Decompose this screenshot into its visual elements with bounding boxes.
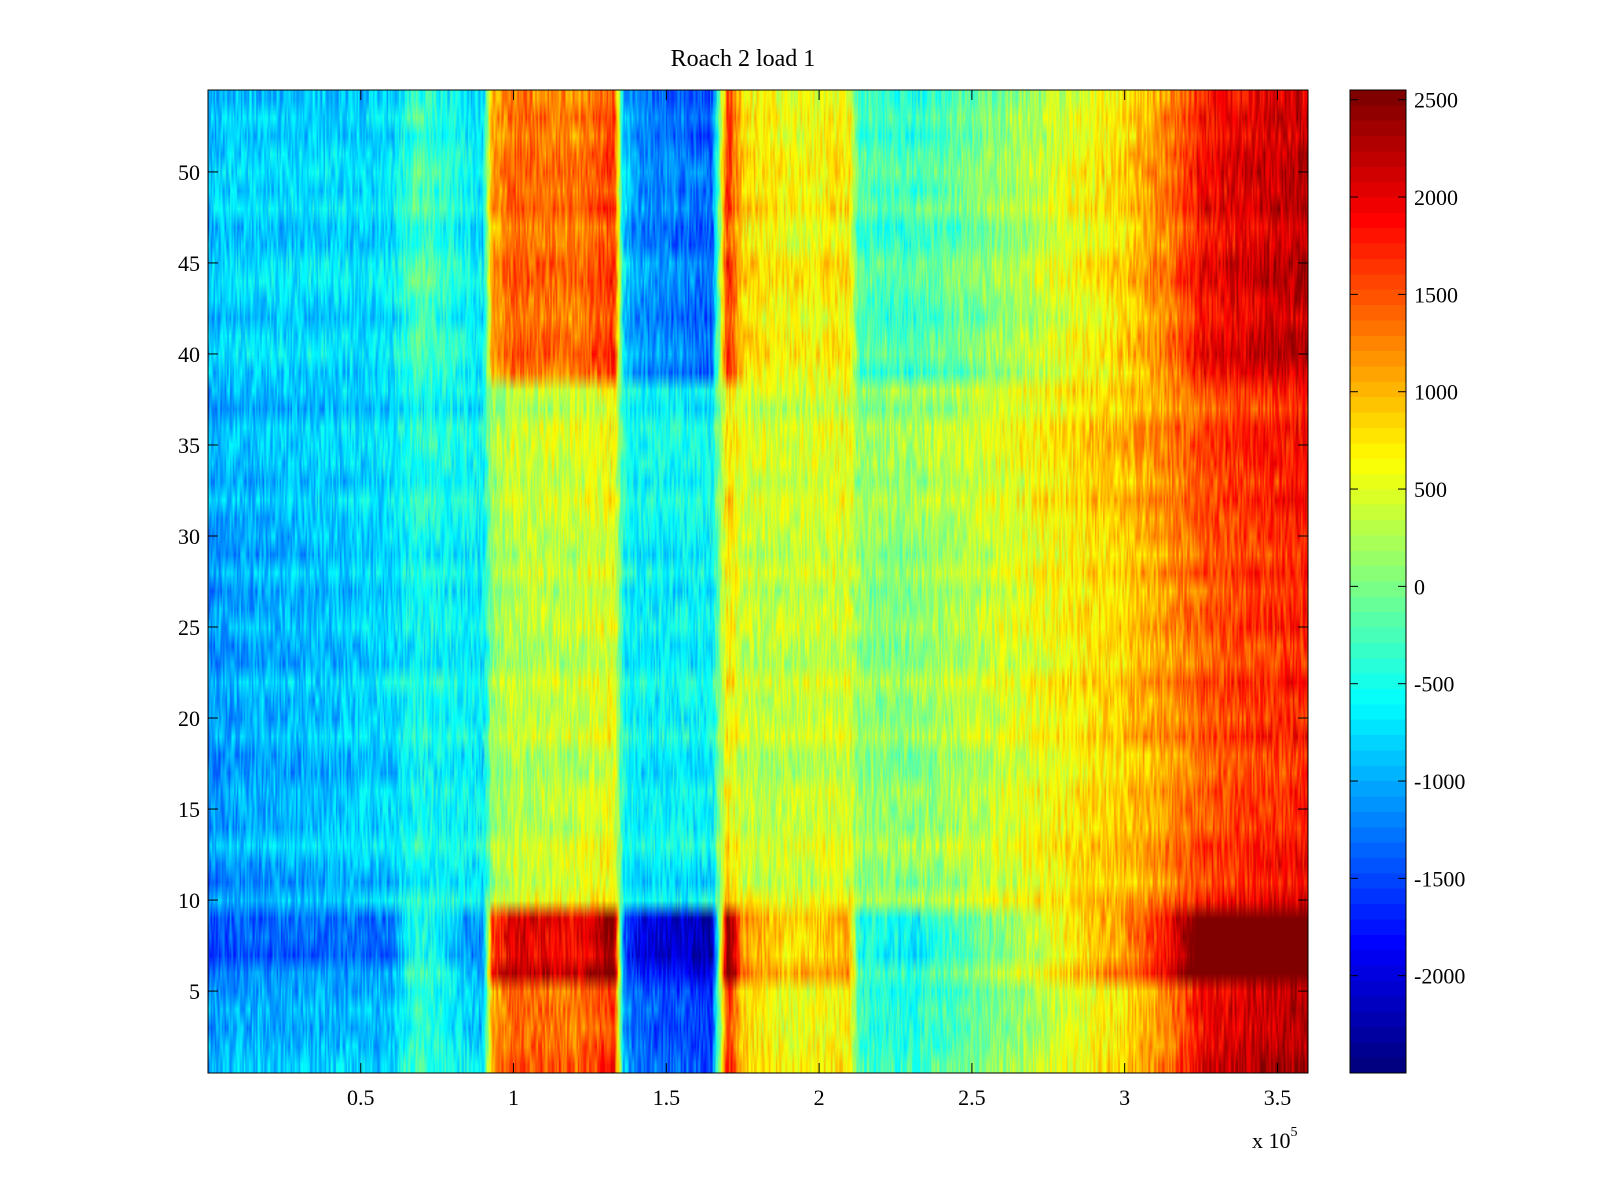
x-tick-label: 1 xyxy=(508,1085,519,1110)
y-tick-label: 15 xyxy=(178,797,200,822)
x-axis: 0.5 1 1.5 2 2.5 3 3.5 xyxy=(347,90,1291,1110)
y-tick-label: 10 xyxy=(178,888,200,913)
colorbar-tick-label: -1000 xyxy=(1414,769,1465,794)
heatmap-plot-area: 0.5 1 1.5 2 2.5 3 3.5 5 10 15 20 25 30 35 40 45 50 xyxy=(178,89,1309,1110)
y-tick-label: 5 xyxy=(189,979,200,1004)
y-tick-label: 20 xyxy=(178,706,200,731)
y-tick-label: 25 xyxy=(178,615,200,640)
colorbar-tick-label: -1500 xyxy=(1414,866,1465,891)
x-tick-label: 1.5 xyxy=(653,1085,681,1110)
plot-frame xyxy=(207,89,1309,1074)
colorbar-tick-label: 2000 xyxy=(1414,185,1458,210)
x-axis-multiplier-base: x 10 xyxy=(1252,1128,1291,1153)
colorbar-tick-label: -500 xyxy=(1414,672,1454,697)
y-tick-label: 50 xyxy=(178,160,200,185)
colorbar-gradient xyxy=(1350,90,1406,1073)
colorbar-axis: 2500 2000 1500 1000 500 0 -500 -1000 -1500 -2000 xyxy=(1350,88,1465,989)
x-axis-multiplier-exponent: 5 xyxy=(1291,1125,1298,1140)
y-tick-label: 30 xyxy=(178,524,200,549)
heatmap-image xyxy=(208,90,1308,1073)
y-tick-label: 40 xyxy=(178,342,200,367)
colorbar-tick-label: 500 xyxy=(1414,477,1447,502)
x-tick-label: 3.5 xyxy=(1264,1085,1292,1110)
colorbar-tick-label: 0 xyxy=(1414,574,1425,599)
y-tick-label: 35 xyxy=(178,433,200,458)
colorbar-tick-label: 1000 xyxy=(1414,380,1458,405)
colorbar-tick-label: 1500 xyxy=(1414,282,1458,307)
x-tick-label: 0.5 xyxy=(347,1085,375,1110)
y-tick-label: 45 xyxy=(178,251,200,276)
x-tick-label: 2.5 xyxy=(958,1085,986,1110)
x-tick-label: 2 xyxy=(814,1085,825,1110)
y-axis: 5 10 15 20 25 30 35 40 45 50 xyxy=(178,160,1308,1004)
x-axis-multiplier: x 105 xyxy=(1252,1125,1298,1153)
colorbar: 2500 2000 1500 1000 500 0 -500 -1000 -1500 -2000 xyxy=(1349,88,1465,1074)
chart-title: Roach 2 load 1 xyxy=(671,46,816,72)
colorbar-tick-label: -2000 xyxy=(1414,964,1465,989)
colorbar-tick-label: 2500 xyxy=(1414,88,1458,113)
x-tick-label: 3 xyxy=(1119,1085,1130,1110)
colorbar-frame xyxy=(1349,89,1407,1074)
